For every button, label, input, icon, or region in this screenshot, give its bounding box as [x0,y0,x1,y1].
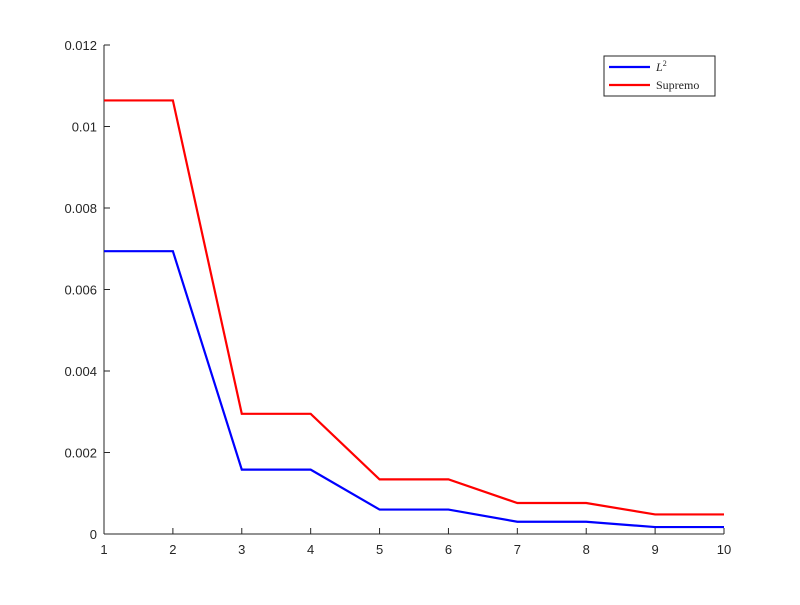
series-line-l2 [104,250,724,529]
legend-label-superscript: 2 [663,59,667,68]
x-tick-label: 4 [307,542,314,557]
x-tick-label: 7 [514,542,521,557]
legend-box [603,55,716,97]
series-line-supremo [104,99,724,516]
y-tick-label: 0.004 [64,364,97,379]
y-tick-label: 0 [90,527,97,542]
x-tick-label: 9 [651,542,658,557]
y-tick-label: 0.008 [64,201,97,216]
x-tick-label: 6 [445,542,452,557]
x-tick-label: 8 [583,542,590,557]
x-tick-label: 1 [100,542,107,557]
legend-label-base: L [655,60,663,74]
y-tick-label: 0.002 [64,446,97,461]
x-tick-label: 3 [238,542,245,557]
x-tick-label: 10 [717,542,731,557]
y-tick-label: 0.01 [72,120,97,135]
x-tick-label: 2 [169,542,176,557]
legend-label-1: Supremo [656,78,699,92]
x-tick-label: 5 [376,542,383,557]
y-tick-label: 0.012 [64,38,97,53]
y-tick-label: 0.006 [64,283,97,298]
legend-label-0: L2 [655,59,667,74]
